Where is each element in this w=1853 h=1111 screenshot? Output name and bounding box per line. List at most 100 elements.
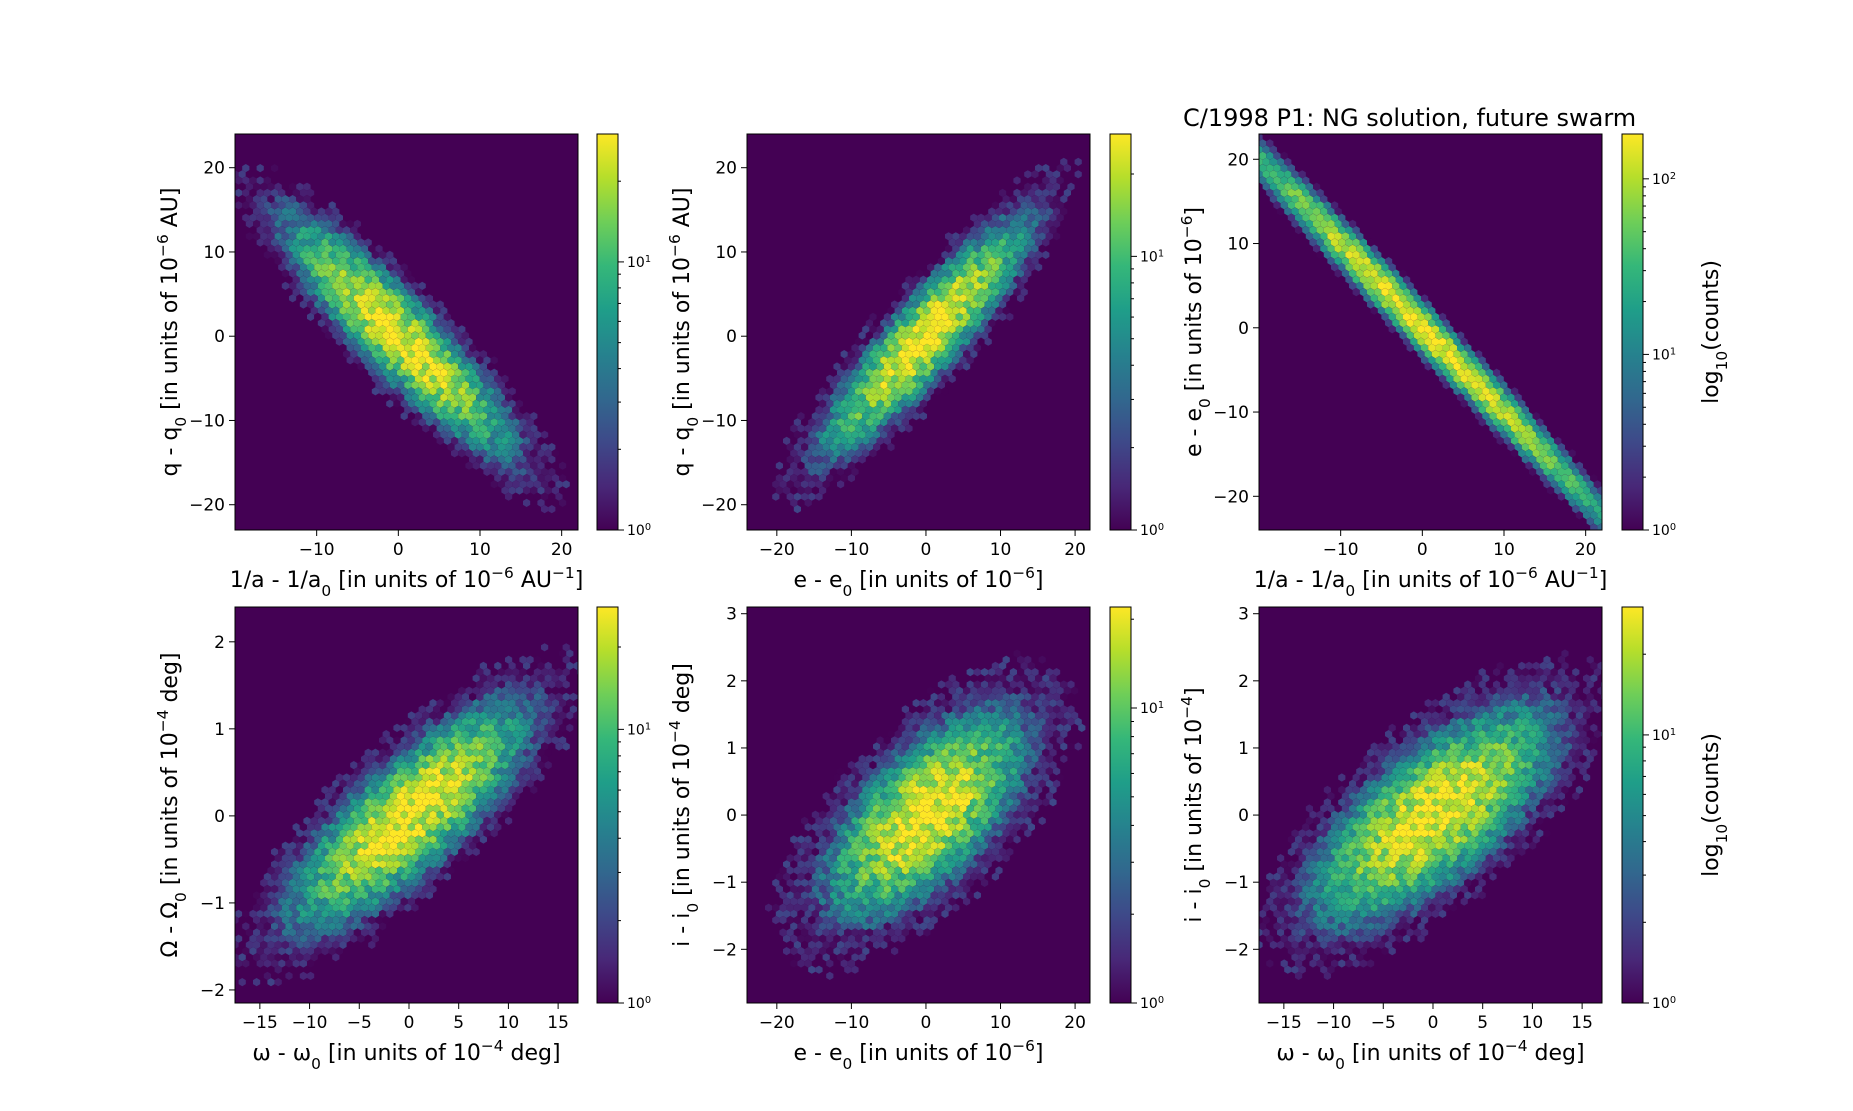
hexbin-cell-64 xyxy=(1309,201,1317,210)
hexbin-cell-185 xyxy=(1013,263,1021,272)
hexbin-cell-594 xyxy=(397,816,405,825)
hexbin-cell-699 xyxy=(966,829,974,838)
hexbin-cell-907 xyxy=(919,872,927,881)
hexbin-cell-425 xyxy=(919,350,927,359)
hexbin-cell-457 xyxy=(469,343,477,352)
hexbin-cell-459 xyxy=(891,362,899,371)
hexbin-cell-860 xyxy=(801,866,809,875)
hexbin-cell-125 xyxy=(1428,705,1436,714)
hexbin-cell-491 xyxy=(461,792,469,801)
hexbin-cell-432 xyxy=(422,337,430,346)
hexbin-cell-384 xyxy=(959,767,967,776)
hexbin-cell-433 xyxy=(858,779,866,788)
hexbin-cell-286 xyxy=(1442,356,1450,365)
hexbin-cell-45 xyxy=(1038,680,1046,689)
hexbin-cell-215 xyxy=(1399,306,1407,315)
hexbin-cell-1022 xyxy=(307,922,315,931)
hexbin-cell-488 xyxy=(418,356,426,365)
hexbin-cell-754 xyxy=(901,841,909,850)
hexbin-cell-12 xyxy=(981,668,989,677)
hexbin-cell-395 xyxy=(400,773,408,782)
hexbin-cell-157 xyxy=(1035,250,1043,259)
hexbin-cell-1010 xyxy=(855,897,863,906)
hexbin-cell-418 xyxy=(869,350,877,359)
hexbin-cell-631 xyxy=(425,405,433,414)
hexbin-cell-147 xyxy=(1027,711,1035,720)
hexbin-cell-594 xyxy=(891,810,899,819)
hexbin-cell-1143 xyxy=(811,934,819,943)
hexbin-cell-761 xyxy=(353,854,361,863)
hexbin-cell-375 xyxy=(461,767,469,776)
hexbin-cell-373 xyxy=(880,767,888,776)
hexbin-cell-612 xyxy=(1020,810,1028,819)
hexbin-cell-565 xyxy=(898,399,906,408)
hexbin-cell-1048 xyxy=(353,928,361,937)
hexbin-cell-6 xyxy=(519,655,527,664)
hexbin-cell-91 xyxy=(569,692,577,701)
hexbin-cell-462 xyxy=(840,785,848,794)
hexbin-cell-1038 xyxy=(858,903,866,912)
hexbin-cell-155 xyxy=(1020,250,1028,259)
hexbin-cell-694 xyxy=(837,455,845,464)
hexbin-cell-586 xyxy=(339,816,347,825)
hexbin-cell-325 xyxy=(966,754,974,763)
hexbin-cell-361 xyxy=(361,767,369,776)
hexbin-cell-569 xyxy=(422,810,430,819)
hexbin-cell-198 xyxy=(1388,723,1396,732)
hexbin-cell-448 xyxy=(1554,474,1562,483)
hexbin-cell-6 xyxy=(1518,661,1526,670)
x-tick-label: 10 xyxy=(498,1013,520,1033)
hexbin-cell-219 xyxy=(1006,275,1014,284)
hexbin-cell-456 xyxy=(1557,480,1565,489)
hexbin-cell-535 xyxy=(375,804,383,813)
hexbin-cell-423 xyxy=(1521,455,1529,464)
hexbin-cell-230 xyxy=(386,736,394,745)
hexbin-cell-558 xyxy=(847,399,855,408)
x-tick-label: 20 xyxy=(1064,540,1086,560)
hexbin-cell-1129 xyxy=(274,978,282,987)
hexbin-cell-261 xyxy=(1439,736,1447,745)
hexbin-cell-171 xyxy=(1381,275,1389,284)
hexbin-cell-816 xyxy=(551,486,559,495)
hexbin-cell-64 xyxy=(1042,686,1050,695)
hexbin-cell-706 xyxy=(840,461,848,470)
hexbin-cell-1098 xyxy=(335,947,343,956)
colorbar-tick-label: 100 xyxy=(627,995,651,1013)
hexbin-cell-1066 xyxy=(876,909,884,918)
hexbin-cell-151 xyxy=(1359,263,1367,272)
hexbin-cell-105 xyxy=(981,232,989,241)
hexbin-cell-104 xyxy=(973,232,981,241)
hexbin-cell-162 xyxy=(1377,269,1385,278)
hexbin-cell-430 xyxy=(440,779,448,788)
hexbin-cell-442 xyxy=(923,779,931,788)
hexbin-cell-512 xyxy=(451,362,459,371)
hexbin-cell-513 xyxy=(894,381,902,390)
hexbin-cell-905 xyxy=(274,891,282,900)
hexbin-cell-286 xyxy=(1392,742,1400,751)
hexbin-cell-778 xyxy=(559,461,567,470)
hexbin-cell-163 xyxy=(433,717,441,726)
hexbin-cell-1067 xyxy=(883,909,891,918)
hexbin-cell-1113 xyxy=(891,922,899,931)
hexbin-cell-510 xyxy=(436,362,444,371)
hexbin-cell-598 xyxy=(433,393,441,402)
hexbin-cell-41 xyxy=(1305,182,1313,191)
hexbin-cell-476 xyxy=(941,785,949,794)
hexbin-cell-36 xyxy=(501,674,509,683)
hexbin-cell-514 xyxy=(422,798,430,807)
hexbin-cell-25 xyxy=(1013,188,1021,197)
hexbin-cell-205 xyxy=(894,730,902,739)
hexbin-cell-261 xyxy=(930,294,938,303)
hexbin-cell-168 xyxy=(1002,717,1010,726)
hexbin-cell-243 xyxy=(1424,325,1432,334)
hexbin-cell-13 xyxy=(253,182,261,191)
hexbin-cell-270 xyxy=(328,288,336,297)
y-tick-label: −10 xyxy=(1213,403,1249,423)
hexbin-cell-127 xyxy=(1449,705,1457,714)
hexbin-cell-345 xyxy=(883,325,891,334)
hexbin-cell-272 xyxy=(1457,343,1465,352)
hexbin-cell-714 xyxy=(425,841,433,850)
hexbin-cell-646 xyxy=(346,829,354,838)
